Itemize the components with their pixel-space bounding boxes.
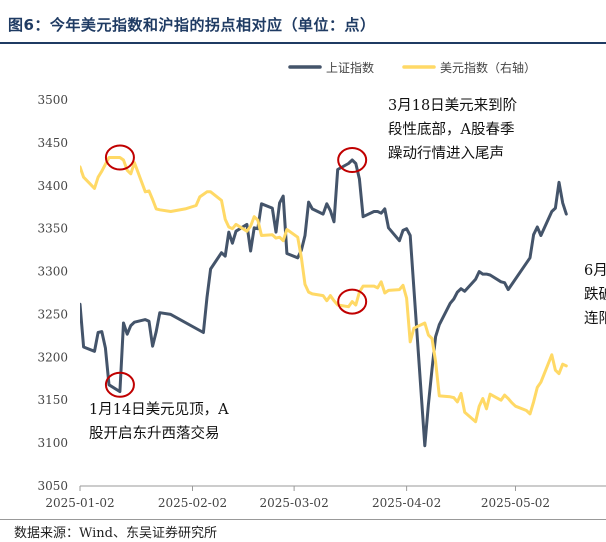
y-tick-label: 3250 [37,307,68,321]
annotation-text: 1月14日美元见顶，A [89,401,229,418]
annotation-text: 连阳 [584,310,606,327]
annotation-text: 6月 [584,263,606,279]
y-tick-label: 3500 [37,93,68,107]
annotation-text: 段性底部，A股春季 [388,121,514,138]
series-line-shanghai-index [80,158,568,448]
legend-label: 美元指数（右轴） [440,60,536,75]
x-tick-label: 2025-03-02 [260,496,329,510]
legend-label: 上证指数 [326,60,374,75]
turning-point-marker [337,288,368,315]
y-tick-label: 3100 [37,436,68,450]
annotation-text: 躁动行情进入尾声 [388,144,504,162]
annotation-text: 跌破 [584,286,606,303]
data-source: 数据来源：Wind、东吴证券研究所 [14,526,217,541]
y-tick-label: 3450 [37,136,68,150]
chart-title: 图6：今年美元指数和沪指的拐点相对应（单位：点） [8,16,376,34]
x-tick-label: 2025-05-02 [481,496,550,510]
x-tick-label: 2025-04-02 [372,496,441,510]
annotation-text: 3月18日美元来到阶 [388,97,518,114]
chart: 3050 3100 3150 3200 3250 3300 3350 3400 3450 3500… [37,60,606,510]
annotation-text: 股开启东升西落交易 [89,424,220,442]
source-divider [0,519,606,520]
title-divider [0,42,606,44]
series-line-dollar-index [80,156,568,424]
y-tick-label: 3350 [37,222,68,236]
x-tick-label: 2025-02-02 [158,496,227,510]
x-tick-label: 2025-01-02 [45,496,114,510]
turning-point-marker [104,371,135,398]
y-tick-label: 3050 [37,479,68,493]
y-tick-label: 3400 [37,179,68,193]
y-tick-label: 3200 [37,350,68,364]
y-tick-label: 3150 [37,393,68,407]
turning-point-marker [104,144,135,171]
y-tick-label: 3300 [37,265,68,279]
turning-point-marker [337,147,368,174]
